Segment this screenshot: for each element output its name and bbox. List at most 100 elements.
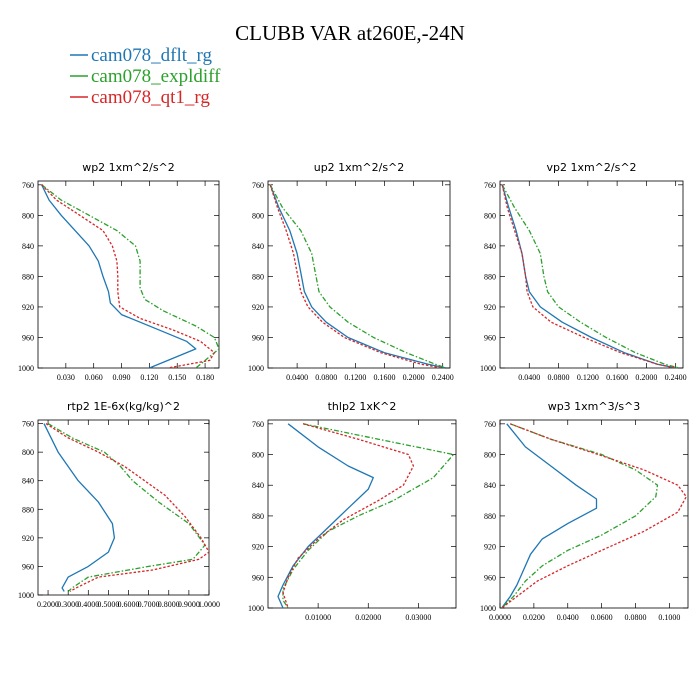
x-tick-label: 0.0800	[548, 373, 570, 382]
chart-title: rtp2 1E-6x(kg/kg)^2	[67, 400, 180, 413]
y-tick-label: 960	[484, 573, 496, 582]
x-tick-label: 0.150	[168, 373, 186, 382]
x-tick-label: 0.02000	[355, 613, 381, 622]
x-tick-label: 0.0400	[286, 373, 308, 382]
y-tick-label: 880	[484, 512, 496, 521]
chart-title: up2 1xm^2/s^2	[314, 161, 405, 174]
chart-panel-1: wp2 1xm^2/s^2 760 800 840 880 920 960 1000 0.030…	[18, 161, 220, 382]
series-line-cam078-qt1-rg	[45, 423, 209, 592]
series-line-cam078-qt1-rg	[501, 184, 676, 368]
legend-label-cam078-qt1-rg: cam078_qt1_rg	[91, 87, 210, 108]
y-tick-label: 840	[22, 477, 34, 486]
y-tick-label: 1000	[248, 604, 264, 613]
legend-label-cam078-dflt-rg: cam078_dflt_rg	[91, 45, 213, 66]
x-tick-label: 0.2000	[635, 373, 657, 382]
y-tick-label: 800	[252, 451, 264, 460]
x-tick-label: 0.8000	[158, 600, 180, 609]
y-tick-label: 1000	[18, 364, 34, 373]
y-tick-label: 840	[252, 242, 264, 251]
series-line-cam078-expldiff	[501, 184, 680, 368]
y-tick-label: 920	[22, 303, 34, 312]
y-tick-label: 760	[484, 420, 496, 429]
chart-title: thlp2 1xK^2	[328, 400, 397, 413]
y-tick-label: 760	[22, 420, 34, 429]
x-tick-label: 0.2000	[403, 373, 425, 382]
x-tick-label: 0.060	[85, 373, 103, 382]
chart-panel-6: wp3 1xm^3/s^3 760 800 840 880 920 960 10000.000…	[480, 400, 689, 622]
y-tick-label: 800	[252, 211, 264, 220]
series-line-cam078-dflt-rg	[277, 423, 374, 608]
y-tick-label: 880	[252, 272, 264, 281]
x-tick-label: 0.3000	[57, 600, 79, 609]
x-tick-label: 0.180	[196, 373, 214, 382]
plot-frame	[267, 419, 457, 609]
y-tick-label: 1000	[480, 364, 496, 373]
legend-label-cam078-expldiff: cam078_expldiff	[91, 66, 221, 87]
y-tick-label: 880	[484, 272, 496, 281]
y-tick-label: 840	[22, 242, 34, 251]
x-tick-label: 0.03000	[405, 613, 431, 622]
y-tick-label: 760	[252, 420, 264, 429]
series-line-cam078-dflt-rg	[269, 184, 447, 368]
x-tick-label: 0.2400	[665, 373, 687, 382]
y-tick-label: 960	[22, 562, 34, 571]
y-tick-label: 920	[484, 303, 496, 312]
series-line-cam078-dflt-rg	[501, 184, 676, 368]
y-tick-label: 840	[252, 481, 264, 490]
x-tick-label: 0.0000	[489, 613, 511, 622]
plot-frame	[499, 419, 689, 609]
chart-panel-3: vp2 1xm^2/s^2 760 800 840 880 920 960 1000 0.040…	[480, 161, 687, 382]
plot-frame	[267, 180, 451, 369]
plot-frame	[499, 180, 684, 369]
y-tick-label: 960	[252, 333, 264, 342]
chart-title: wp3 1xm^3/s^3	[548, 400, 641, 413]
y-tick-label: 920	[484, 543, 496, 552]
x-tick-label: 0.0600	[591, 613, 613, 622]
x-tick-label: 0.030	[57, 373, 75, 382]
y-tick-label: 1000	[248, 364, 264, 373]
y-tick-label: 760	[484, 181, 496, 190]
y-tick-label: 960	[252, 573, 264, 582]
y-tick-label: 1000	[480, 604, 496, 613]
y-tick-label: 960	[22, 333, 34, 342]
x-tick-label: 0.0400	[518, 373, 540, 382]
figure-title: CLUBB VAR at260E,-24N	[235, 21, 465, 45]
y-tick-label: 960	[484, 333, 496, 342]
series-line-cam078-expldiff	[47, 423, 206, 592]
x-tick-label: 0.01000	[305, 613, 331, 622]
y-tick-label: 920	[22, 534, 34, 543]
plot-frame	[37, 180, 220, 369]
y-tick-label: 880	[22, 505, 34, 514]
series-line-cam078-dflt-rg	[41, 184, 197, 368]
x-tick-label: 0.0400	[557, 613, 579, 622]
y-tick-label: 1000	[18, 591, 34, 600]
x-tick-label: 0.0800	[624, 613, 646, 622]
x-tick-label: 0.1600	[373, 373, 395, 382]
y-tick-label: 840	[484, 242, 496, 251]
series-line-cam078-qt1-rg	[501, 423, 687, 608]
legend: cam078_dflt_rg cam078_expldiff cam078_qt…	[70, 45, 221, 108]
y-tick-label: 880	[22, 272, 34, 281]
x-tick-label: 0.1000	[658, 613, 680, 622]
x-tick-label: 0.4000	[77, 600, 99, 609]
series-line-cam078-expldiff	[501, 423, 659, 608]
y-tick-label: 840	[484, 481, 496, 490]
plot-frame	[37, 419, 210, 596]
series-line-cam078-qt1-rg	[41, 184, 216, 368]
series-line-cam078-expldiff	[282, 423, 455, 608]
y-tick-label: 920	[252, 543, 264, 552]
y-tick-label: 800	[484, 451, 496, 460]
x-tick-label: 1.0000	[198, 600, 220, 609]
y-tick-label: 800	[484, 211, 496, 220]
y-tick-label: 880	[252, 512, 264, 521]
chart-title: vp2 1xm^2/s^2	[546, 161, 636, 174]
panels: wp2 1xm^2/s^2 760 800 840 880 920 960 1000 0.030…	[18, 161, 689, 622]
x-tick-label: 0.090	[113, 373, 131, 382]
x-tick-label: 0.120	[140, 373, 158, 382]
x-tick-label: 0.9000	[178, 600, 200, 609]
x-tick-label: 0.2000	[37, 600, 59, 609]
x-tick-label: 0.6000	[118, 600, 140, 609]
chart-panel-4: rtp2 1E-6x(kg/kg)^2 760 800 840 880 920 960 100…	[18, 400, 220, 609]
